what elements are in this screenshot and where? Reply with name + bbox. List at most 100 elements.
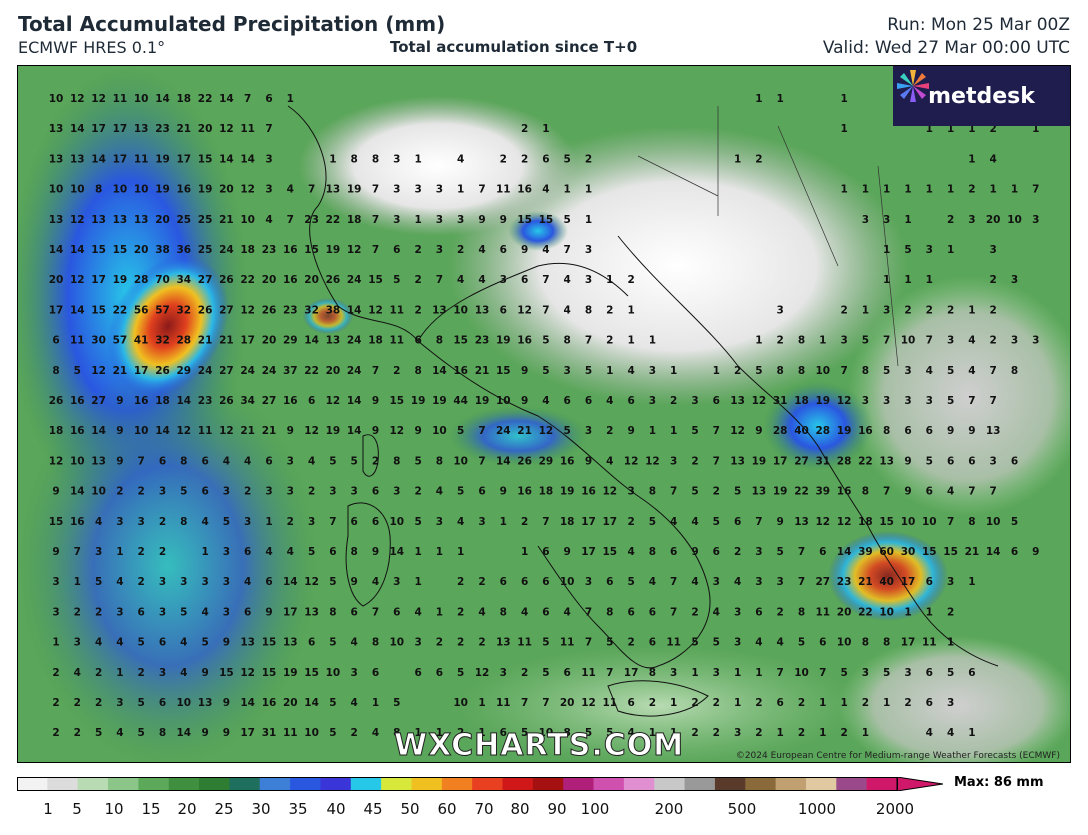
precip-value-label: 22 — [113, 304, 128, 316]
precip-value-label: 10 — [453, 697, 468, 709]
colorbar-cell — [229, 777, 261, 791]
precip-value-label: 37 — [283, 365, 298, 377]
precip-value-label: 4 — [372, 727, 379, 739]
precip-value-label: 3 — [159, 576, 166, 588]
precip-value-label: 17 — [901, 637, 916, 649]
precip-value-label: 3 — [968, 214, 975, 226]
precip-value-label: 13 — [134, 214, 149, 226]
precip-value-label: 23 — [155, 123, 170, 135]
precip-value-label: 17 — [134, 365, 149, 377]
precip-value-label: 40 — [794, 425, 809, 437]
precip-value-label: 1 — [755, 335, 762, 347]
precip-blob-ligurian — [303, 298, 353, 334]
precip-value-label: 1 — [777, 93, 784, 105]
precip-value-label: 4 — [201, 606, 208, 618]
precip-value-label: 21 — [219, 214, 234, 226]
precip-value-label: 15 — [113, 244, 128, 256]
precip-value-label: 6 — [542, 153, 549, 165]
precip-value-label: 2 — [798, 697, 805, 709]
precip-value-label: 1 — [862, 184, 869, 196]
precip-value-label: 9 — [904, 486, 911, 498]
precip-value-label: 3 — [500, 274, 507, 286]
colorbar-tick-label: 90 — [547, 800, 567, 818]
precip-value-label: 21 — [475, 365, 490, 377]
precip-value-label: 10 — [453, 455, 468, 467]
precip-value-label: 3 — [713, 576, 720, 588]
precip-value-label: 20 — [262, 274, 277, 286]
precip-value-label: 3 — [904, 395, 911, 407]
precipitation-map[interactable]: 10 12 12 11 10 14 18 22 14 7 6 1 1 1 1 13 14 17 17 13 23 21 20… — [17, 65, 1071, 763]
precip-value-label: 4 — [968, 365, 975, 377]
precip-value-label: 8 — [777, 365, 784, 377]
precip-value-label: 1 — [691, 667, 698, 679]
precip-value-label: 1 — [734, 697, 741, 709]
precip-value-label: 3 — [777, 576, 784, 588]
precip-value-label: 7 — [606, 667, 613, 679]
precip-value-label: 20 — [304, 274, 319, 286]
precip-value-label: 5 — [351, 455, 358, 467]
precip-value-label: 8 — [351, 546, 358, 558]
precip-value-label: 5 — [691, 425, 698, 437]
precip-value-label: 19 — [432, 395, 447, 407]
precip-value-label: 6 — [372, 486, 379, 498]
precip-value-label: 1 — [457, 546, 464, 558]
precip-value-label: 6 — [351, 606, 358, 618]
precip-value-label: 11 — [240, 123, 255, 135]
precip-value-label: 12 — [752, 395, 767, 407]
precip-value-label: 41 — [134, 335, 149, 347]
precip-value-label: 13 — [283, 637, 298, 649]
colorbar-cell — [836, 777, 868, 791]
precip-value-label: 20 — [560, 697, 575, 709]
precip-value-label: 6 — [265, 93, 272, 105]
colorbar-tick-label: 20 — [177, 800, 197, 818]
precip-value-label: 2 — [904, 697, 911, 709]
precip-value-label: 3 — [1011, 335, 1018, 347]
precip-value-label: 9 — [201, 727, 208, 739]
precip-value-label: 3 — [159, 486, 166, 498]
precip-value-label: 40 — [879, 576, 894, 588]
precip-value-label: 1 — [670, 365, 677, 377]
precip-value-label: 13 — [49, 123, 64, 135]
precip-value-label: 18 — [368, 335, 383, 347]
precip-value-label: 7 — [968, 486, 975, 498]
precip-value-label: 11 — [198, 425, 213, 437]
precip-value-label: 16 — [134, 395, 149, 407]
precip-value-label: 30 — [91, 335, 106, 347]
precip-value-label: 3 — [990, 455, 997, 467]
precip-value-label: 3 — [436, 244, 443, 256]
colorbar-cell — [775, 777, 807, 791]
precip-value-label: 18 — [794, 395, 809, 407]
precip-value-label: 15 — [262, 637, 277, 649]
precip-value-label: 4 — [926, 365, 933, 377]
precip-value-label: 3 — [74, 637, 81, 649]
precip-value-label: 8 — [95, 184, 102, 196]
precip-value-label: 1 — [649, 727, 656, 739]
colorbar-cell — [411, 777, 443, 791]
precip-value-label: 5 — [840, 667, 847, 679]
precip-value-label: 9 — [351, 576, 358, 588]
precip-value-label: 9 — [755, 425, 762, 437]
precip-value-label: 9 — [372, 425, 379, 437]
precip-value-label: 9 — [777, 516, 784, 528]
precip-value-label: 4 — [564, 274, 571, 286]
precip-value-label: 5 — [457, 425, 464, 437]
precip-value-label: 4 — [457, 516, 464, 528]
precip-value-label: 28 — [837, 455, 852, 467]
sicily — [607, 680, 709, 717]
precip-value-label: 2 — [734, 365, 741, 377]
precip-value-label: 3 — [201, 576, 208, 588]
precip-value-label: 7 — [244, 93, 251, 105]
precip-value-label: 2 — [606, 425, 613, 437]
precip-value-label: 1 — [329, 153, 336, 165]
precip-value-label: 5 — [393, 697, 400, 709]
precip-value-label: 20 — [283, 697, 298, 709]
precip-value-label: 6 — [926, 576, 933, 588]
precip-value-label: 18 — [858, 516, 873, 528]
precip-value-label: 7 — [74, 546, 81, 558]
precip-value-label: 4 — [691, 516, 698, 528]
precip-value-label: 1 — [627, 304, 634, 316]
precip-value-label: 6 — [329, 546, 336, 558]
colorbar-cell — [259, 777, 291, 791]
precip-value-label: 3 — [500, 667, 507, 679]
precip-value-label: 7 — [542, 697, 549, 709]
